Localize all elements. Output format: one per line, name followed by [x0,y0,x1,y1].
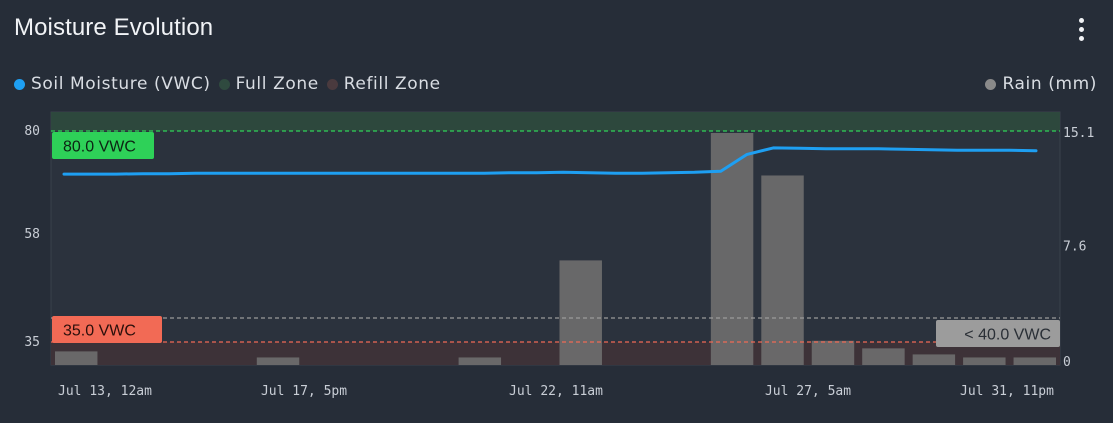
rain-bar [55,351,98,365]
refill-zone-label: 35.0 VWC [52,316,162,343]
full-zone-label-bg [52,132,154,159]
legend-item-full-zone[interactable]: Full Zone [218,74,319,94]
y-left-tick: 58 [24,227,40,242]
marker-zone-label-bg [936,320,1060,347]
x-tick: Jul 22, 11am [509,384,603,399]
legend-dot-icon [326,78,338,90]
more-vertical-icon [1078,17,1084,23]
legend-dot-icon [985,78,997,90]
plot-area [50,111,1061,366]
x-tick: Jul 31, 11pm [960,384,1054,399]
legend-item-refill-zone[interactable]: Refill Zone [326,74,441,94]
rain-bar [862,348,905,365]
chart-legend: Soil Moisture (VWC) Full Zone Refill Zon… [14,74,449,94]
y-right-tick: 7.6 [1063,240,1086,255]
legend-item-soil-moisture[interactable]: Soil Moisture (VWC) [14,74,211,94]
refill-zone-label-bg [52,316,162,343]
legend-dot-icon [14,78,25,90]
legend-label: Full Zone [235,74,319,94]
refill-zone-label-text: 35.0 VWC [63,323,136,340]
full-zone-label-text: 80.0 VWC [63,139,136,156]
rain-bar [458,357,502,365]
y-left-tick: 35 [24,335,40,350]
rain-bar [1013,357,1056,365]
rain-bar [256,357,300,365]
rain-bar [963,357,1006,365]
chart-title: Moisture Evolution [14,14,214,41]
rain-bar [710,133,754,365]
more-menu-button[interactable] [1069,14,1093,44]
rain-bar [912,354,956,365]
x-tick: Jul 27, 5am [765,384,851,399]
x-tick: Jul 13, 12am [58,384,152,399]
legend-item-rain[interactable]: Rain (mm) [985,74,1097,94]
y-left-tick: 80 [24,124,40,139]
rain-bar [811,340,855,365]
marker-zone-label-text: < 40.0 VWC [964,327,1051,344]
x-tick: Jul 17, 5pm [261,384,347,399]
y-right-tick: 15.1 [1063,126,1094,141]
soil-moisture-line [62,146,1038,176]
marker-zone-label: < 40.0 VWC [936,320,1060,347]
legend-dot-icon [218,78,230,90]
full-zone-label: 80.0 VWC [52,132,154,159]
rain-bar [761,175,804,365]
legend-label: Soil Moisture (VWC) [31,74,211,94]
full-zone-band [51,112,1060,131]
legend-label: Rain (mm) [1002,74,1097,94]
y-right-tick: 0 [1063,355,1071,370]
rain-bar [559,260,602,365]
legend-label: Refill Zone [343,74,441,94]
refill-zone-band [51,342,1060,365]
